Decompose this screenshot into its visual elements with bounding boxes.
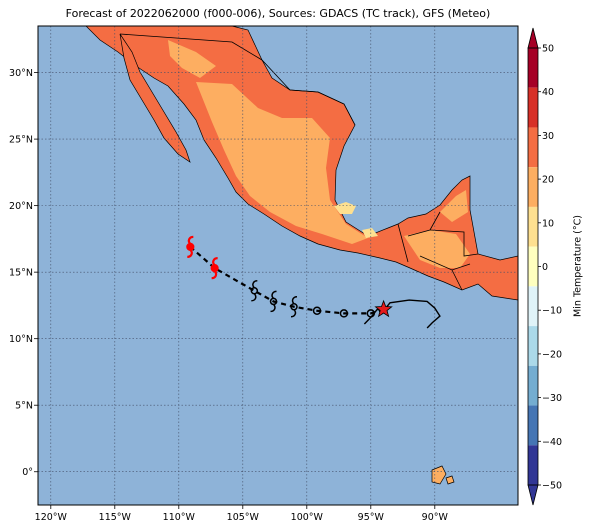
forecast-track-line bbox=[189, 246, 384, 315]
lon-tick-label: 120°W bbox=[35, 512, 68, 523]
cyclone-storm-icon bbox=[250, 280, 259, 302]
colorbar-bottom-extension bbox=[527, 484, 539, 506]
colorbar-tick-label: −50 bbox=[542, 481, 562, 492]
land-regions bbox=[85, 26, 518, 485]
colorbar-segment bbox=[528, 326, 538, 366]
cyclone-arm-top bbox=[212, 257, 218, 266]
lat-tick-label: 0° bbox=[22, 467, 33, 478]
lat-tick-label: 10°N bbox=[9, 334, 33, 345]
lat-tick-label: 30°N bbox=[9, 68, 33, 79]
cyclone-storm-icon bbox=[290, 295, 298, 318]
depression-circle bbox=[339, 309, 349, 318]
colorbar: 50 40 30 20 10 0 −10 −20 −30 −40 −50 bbox=[527, 27, 562, 506]
gridlines bbox=[38, 26, 518, 505]
lon-tick-label: 95°W bbox=[358, 512, 385, 523]
northern-plateau-zone bbox=[168, 40, 216, 78]
colorbar-segment bbox=[528, 87, 538, 128]
cyclone-depression-icon bbox=[339, 309, 349, 318]
lat-tick-label: 5°N bbox=[15, 401, 33, 412]
lat-tick-label: 20°N bbox=[9, 201, 33, 212]
cool-patch-south bbox=[362, 228, 378, 238]
colorbar-top-extension bbox=[527, 27, 539, 49]
latitude-axis: 0° 5°N 10°N 15°N 20°N 25°N 30°N bbox=[9, 68, 38, 478]
colorbar-tick-label: 20 bbox=[542, 175, 554, 186]
cyclone-eye bbox=[186, 242, 195, 251]
colorbar-tick-label: 50 bbox=[542, 44, 554, 55]
lat-tick-label: 25°N bbox=[9, 135, 33, 146]
cyclone-eye bbox=[210, 264, 219, 273]
cyclone-hurricane-icon bbox=[186, 235, 195, 258]
lon-tick-label: 100°W bbox=[291, 512, 324, 523]
guatemala-zone bbox=[404, 230, 470, 268]
colorbar-tick-label: 40 bbox=[542, 87, 554, 98]
map-title: Forecast of 2022062000 (f000-006), Sourc… bbox=[65, 7, 491, 20]
current-position-star-icon bbox=[374, 299, 393, 318]
cyclone-track bbox=[186, 235, 441, 329]
colorbar-segment bbox=[528, 48, 538, 88]
cyclone-arm-top bbox=[291, 295, 298, 305]
colorbar-tick-label: −10 bbox=[542, 306, 562, 317]
country-borders bbox=[119, 33, 479, 291]
galapagos-islands bbox=[431, 465, 455, 485]
lon-tick-label: 110°W bbox=[163, 512, 196, 523]
colorbar-segment bbox=[528, 445, 538, 485]
cool-highland-patch bbox=[334, 202, 356, 214]
colorbar-label: Min Temperature (°C) bbox=[572, 215, 584, 317]
cyclone-hurricane-icon bbox=[210, 257, 219, 280]
lon-tick-label: 105°W bbox=[227, 512, 260, 523]
colorbar-tick-label: 30 bbox=[542, 131, 554, 142]
map-frame bbox=[37, 25, 519, 506]
colorbar-tick-label: 10 bbox=[542, 218, 554, 229]
colorbar-tick-label: −30 bbox=[542, 393, 562, 404]
cyclone-arm-bottom bbox=[290, 309, 297, 318]
colorbar-tick-label: 0 bbox=[542, 262, 548, 273]
highland-zone bbox=[196, 82, 368, 244]
cyclone-arm-top bbox=[271, 290, 277, 299]
colorbar-segment bbox=[528, 206, 538, 247]
colorbar-segment bbox=[528, 246, 538, 287]
colorbar-segment bbox=[528, 405, 538, 446]
yucatan-zone bbox=[440, 190, 468, 222]
cyclone-arm-bottom bbox=[187, 249, 193, 258]
lon-tick-label: 115°W bbox=[99, 512, 132, 523]
cyclone-arm-top bbox=[187, 235, 194, 245]
colorbar-tick-label: −40 bbox=[542, 437, 562, 448]
depression-circle bbox=[366, 309, 376, 318]
lat-tick-label: 15°N bbox=[9, 268, 33, 279]
cyclone-arm-top bbox=[252, 280, 258, 289]
colorbar-segment bbox=[528, 167, 538, 207]
colorbar-segment bbox=[528, 127, 538, 168]
baja-california-land bbox=[119, 33, 191, 163]
cyclone-storm-icon bbox=[269, 290, 278, 313]
cyclone-depression-icon bbox=[312, 306, 322, 315]
past-track-line bbox=[363, 299, 441, 329]
colorbar-segment bbox=[528, 365, 538, 406]
colorbar-segment bbox=[528, 286, 538, 327]
lon-tick-label: 90°W bbox=[422, 512, 449, 523]
cyclone-arm-bottom bbox=[211, 270, 218, 280]
cyclone-arm-bottom bbox=[270, 303, 276, 313]
colorbar-tick-label: −20 bbox=[542, 349, 562, 360]
cyclone-depression-icon bbox=[366, 309, 376, 318]
cyclone-arm-bottom bbox=[251, 293, 257, 302]
depression-circle bbox=[312, 306, 322, 315]
longitude-axis: 120°W 115°W 110°W 105°W 100°W 95°W 90°W bbox=[35, 505, 449, 523]
